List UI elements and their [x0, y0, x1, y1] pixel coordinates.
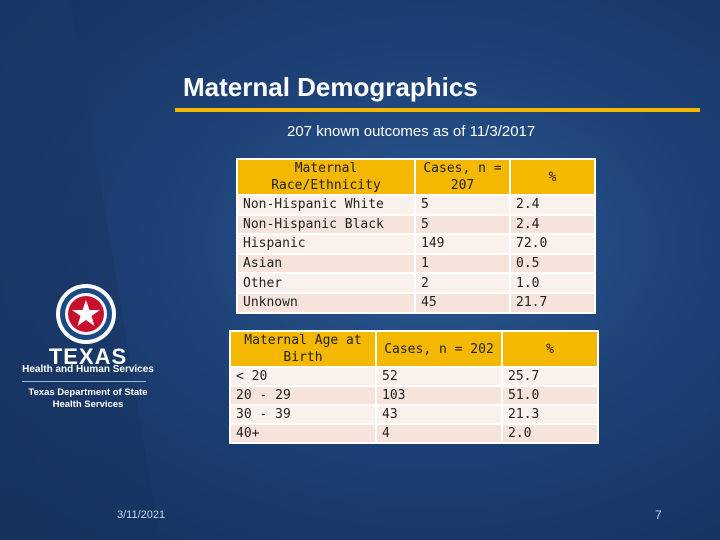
table-cell: Non-Hispanic White [236, 194, 416, 216]
table-cell: 30 - 39 [229, 404, 377, 425]
table-cell: Asian [236, 252, 416, 275]
logo-divider [22, 381, 146, 382]
page-number: 7 [655, 508, 662, 522]
slide-subtitle: 207 known outcomes as of 11/3/2017 [287, 123, 536, 140]
table-cell: 2.4 [509, 213, 596, 236]
table-header-row: Maternal Age at Birth Cases, n = 202 % [229, 330, 599, 368]
column-header: Cases, n = 207 [414, 158, 511, 196]
table-cell: 1.0 [509, 272, 596, 294]
table-row: 40+ 4 2.0 [229, 423, 599, 444]
column-header: Maternal Race/Ethnicity [236, 158, 416, 196]
table-row: Non-Hispanic Black 5 2.4 [236, 213, 596, 236]
texas-seal-icon [56, 284, 116, 344]
logo-department-line: Texas Department of State [28, 387, 148, 398]
table-row: < 20 52 25.7 [229, 366, 599, 387]
table-row: Non-Hispanic White 5 2.4 [236, 194, 596, 216]
table-row: Unknown 45 21.7 [236, 291, 596, 314]
table-cell: Other [236, 272, 416, 294]
table-cell: 4 [375, 423, 503, 444]
column-header: % [501, 330, 599, 368]
table-cell: 40+ [229, 423, 377, 444]
table-cell: 2 [414, 272, 511, 294]
slide-title: Maternal Demographics [183, 72, 478, 102]
table-cell: Non-Hispanic Black [236, 213, 416, 236]
table-cell: 52 [375, 366, 503, 387]
table-cell: 5 [414, 194, 511, 216]
column-header: Maternal Age at Birth [229, 330, 377, 368]
race-ethnicity-table: Maternal Race/Ethnicity Cases, n = 207 %… [236, 158, 596, 314]
table-cell: 149 [414, 233, 511, 255]
table-cell: 45 [414, 291, 511, 314]
table-row: Asian 1 0.5 [236, 252, 596, 275]
table-cell: 21.3 [501, 404, 599, 425]
table-cell: 1 [414, 252, 511, 275]
table-cell: Hispanic [236, 233, 416, 255]
table-cell: 72.0 [509, 233, 596, 255]
table-header-row: Maternal Race/Ethnicity Cases, n = 207 % [236, 158, 596, 196]
column-header: % [509, 158, 596, 196]
table-cell: 2.4 [509, 194, 596, 216]
table-cell: 103 [375, 385, 503, 406]
table-cell: 2.0 [501, 423, 599, 444]
logo-department-line: Health Services [52, 399, 124, 410]
table-row: 20 - 29 103 51.0 [229, 385, 599, 406]
table-cell: 5 [414, 213, 511, 236]
table-cell: 51.0 [501, 385, 599, 406]
table-cell: 20 - 29 [229, 385, 377, 406]
table-cell: 0.5 [509, 252, 596, 275]
table-row: Other 2 1.0 [236, 272, 596, 294]
table-row: Hispanic 149 72.0 [236, 233, 596, 255]
logo-department: Texas Department of State Health Service… [14, 387, 162, 411]
logo-subtitle: Health and Human Services [22, 364, 154, 375]
footer-date: 3/11/2021 [117, 509, 166, 521]
table-row: 30 - 39 43 21.3 [229, 404, 599, 425]
title-underline [175, 108, 700, 112]
table-cell: 21.7 [509, 291, 596, 314]
table-cell: 43 [375, 404, 503, 425]
logo-name: TEXAS [48, 344, 128, 369]
column-header: Cases, n = 202 [375, 330, 503, 368]
table-cell: 25.7 [501, 366, 599, 387]
maternal-age-table: Maternal Age at Birth Cases, n = 202 % <… [229, 330, 599, 444]
table-cell: Unknown [236, 291, 416, 314]
table-cell: < 20 [229, 366, 377, 387]
